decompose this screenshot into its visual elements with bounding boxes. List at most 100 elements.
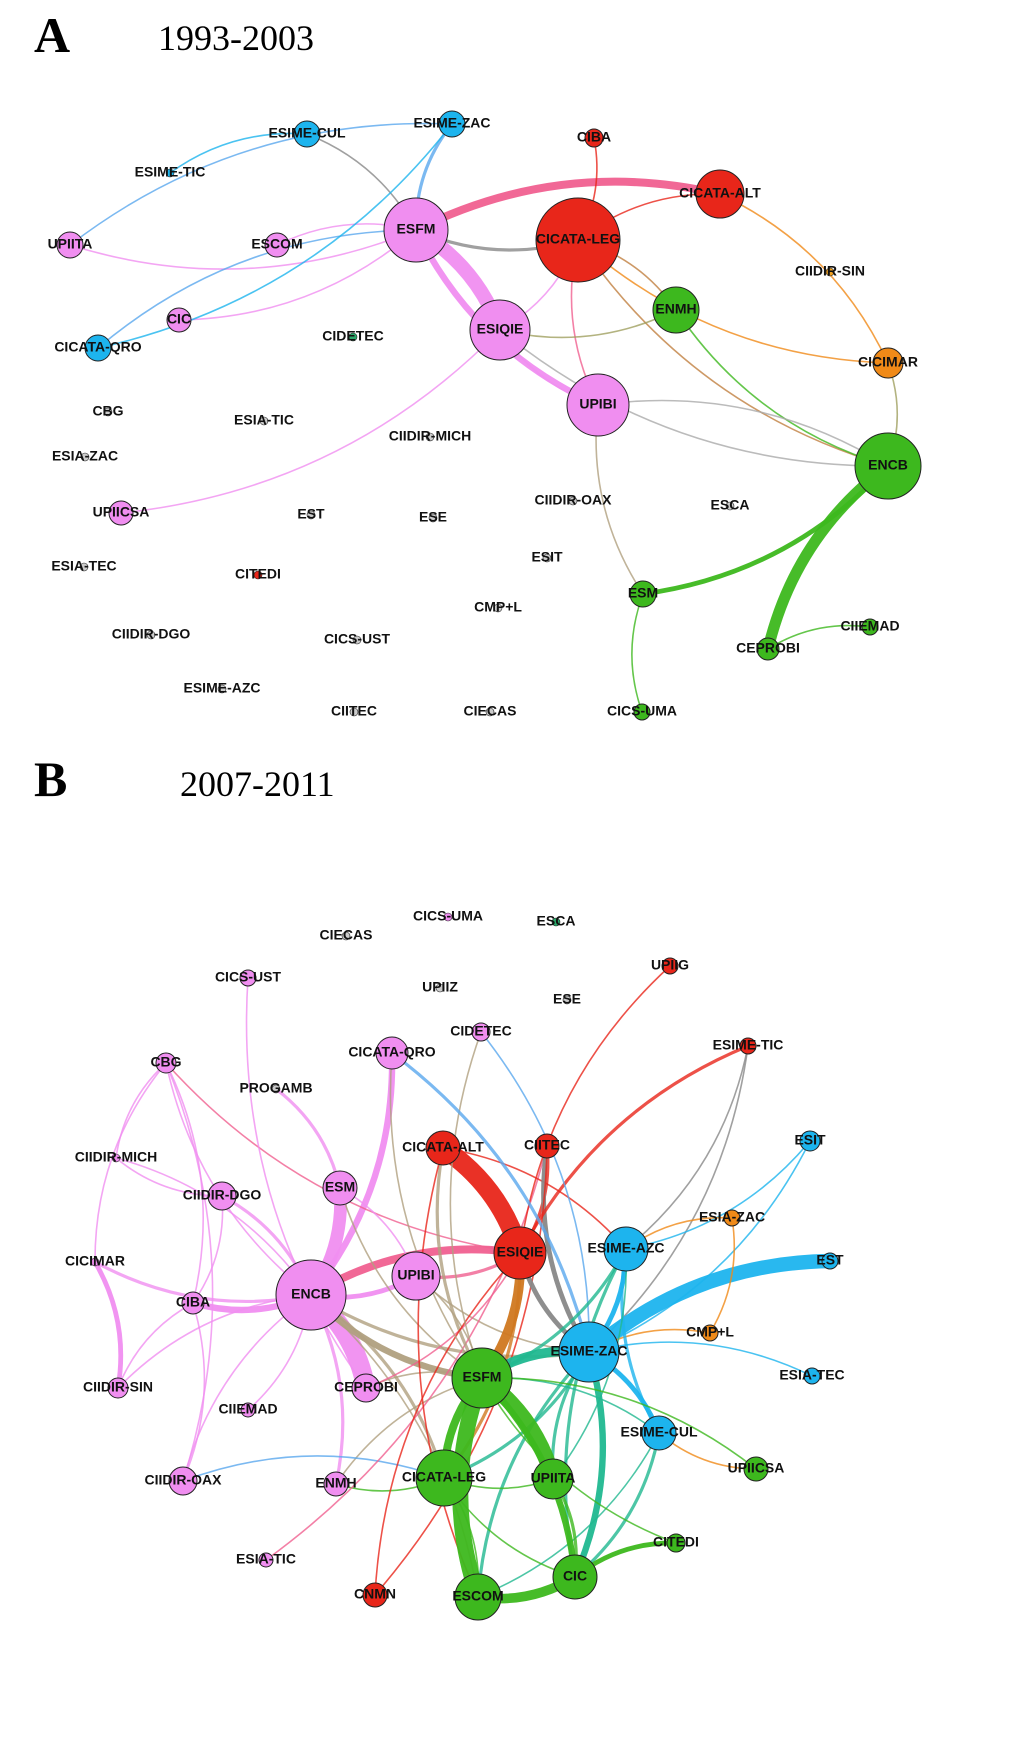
edge-esia-zac-cmppl bbox=[709, 1217, 736, 1334]
node-circle bbox=[383, 197, 449, 263]
node-label: CIBA bbox=[176, 1294, 210, 1310]
node-circle bbox=[362, 1582, 388, 1608]
node-label: CICATA-LEG bbox=[402, 1469, 486, 1485]
edge-esime-azc-esime-cul bbox=[620, 1247, 661, 1435]
node-circle bbox=[239, 969, 257, 987]
node-label: CIIDIR-DGO bbox=[112, 626, 191, 642]
node-label: CEPROBI bbox=[736, 640, 800, 656]
node-circle bbox=[217, 684, 227, 694]
node-esca: ESCA bbox=[537, 913, 576, 929]
node-cbg: CBG bbox=[150, 1052, 182, 1074]
node-circle bbox=[652, 286, 700, 334]
node-label: EST bbox=[297, 506, 325, 522]
node-circle bbox=[551, 917, 561, 927]
edge-esime-zac-escom bbox=[476, 1350, 591, 1599]
node-ciiemad: CIIEMAD bbox=[840, 618, 900, 636]
node-label: ESIME-AZC bbox=[184, 680, 261, 696]
node-label: ESIME-CUL bbox=[621, 1424, 698, 1440]
node-circle bbox=[584, 128, 604, 148]
node-cicata-alt: CICATA-ALT bbox=[402, 1130, 484, 1166]
node-label: ESIA-TEC bbox=[779, 1367, 844, 1383]
node-label: CIIDIR-MICH bbox=[75, 1149, 157, 1165]
node-esit: ESIT bbox=[531, 549, 563, 565]
node-esime-tic: ESIME-TIC bbox=[135, 164, 206, 180]
node-label: ESM bbox=[628, 585, 658, 601]
node-label: UPIBI bbox=[397, 1267, 434, 1283]
node-esime-tic: ESIME-TIC bbox=[713, 1037, 783, 1055]
panel-a: A 1993-2003 ESIME-CULESIME-ZACCIBAESIME-… bbox=[34, 7, 922, 721]
node-esime-azc: ESIME-AZC bbox=[588, 1226, 665, 1272]
node-label: CICATA-LEG bbox=[536, 231, 620, 247]
node-label: ESE bbox=[553, 991, 581, 1007]
edge-ciidir-oax-cicata-leg bbox=[182, 1455, 445, 1482]
node-ese: ESE bbox=[419, 509, 447, 525]
edge-esiqie-cnmn bbox=[374, 1252, 521, 1596]
panel-b-period: 2007-2011 bbox=[180, 764, 335, 804]
node-label: ENCB bbox=[868, 457, 908, 473]
node-circle bbox=[435, 983, 445, 993]
node-label: UPIICSA bbox=[728, 1460, 785, 1476]
node-circle bbox=[181, 1291, 205, 1315]
node-label: CBG bbox=[150, 1054, 181, 1070]
node-circle bbox=[375, 1036, 409, 1070]
node-circle bbox=[207, 1181, 237, 1211]
node-upiiz: UPIIZ bbox=[422, 979, 458, 995]
node-cmppl: CMP+L bbox=[474, 599, 522, 615]
node-label: CIITEC bbox=[331, 703, 377, 719]
edge-esime-zac-upiita bbox=[69, 122, 453, 246]
node-circle bbox=[240, 1402, 256, 1418]
node-label: EST bbox=[816, 1252, 844, 1268]
edge-esfm-cic bbox=[178, 229, 417, 321]
node-label: ESCOM bbox=[452, 1588, 503, 1604]
node-circle bbox=[799, 1130, 821, 1152]
node-enmh: ENMH bbox=[315, 1471, 357, 1497]
node-label: ESIQIE bbox=[497, 1244, 544, 1260]
node-circle bbox=[103, 407, 113, 417]
node-label: CIIDIR-DGO bbox=[183, 1187, 262, 1203]
node-circle bbox=[566, 373, 630, 437]
node-circle bbox=[322, 1170, 358, 1206]
panel-b-nodes: CICS-UMA ESCA CIECAS UPIIG CICS-UST UPIIZ ESE C… bbox=[65, 908, 845, 1621]
node-label: CIC bbox=[563, 1568, 587, 1584]
node-label: CMP+L bbox=[474, 599, 522, 615]
node-circle bbox=[723, 1209, 741, 1227]
node-esfm: ESFM bbox=[451, 1347, 513, 1409]
node-label: CITEDI bbox=[653, 1534, 699, 1550]
node-ciitec: CIITEC bbox=[524, 1133, 570, 1159]
node-circle bbox=[535, 197, 621, 283]
node-esime-zac: ESIME-ZAC bbox=[551, 1321, 628, 1383]
node-label: ENMH bbox=[655, 301, 696, 317]
panel-b-letter: B bbox=[34, 751, 67, 807]
node-cicata-leg: CICATA-LEG bbox=[402, 1449, 486, 1507]
node-circle bbox=[352, 635, 362, 645]
node-esiqie: ESIQIE bbox=[493, 1226, 547, 1280]
node-circle bbox=[666, 1533, 686, 1553]
node-cicata-qro: CICATA-QRO bbox=[54, 334, 142, 362]
node-ciidir-oax: CIIDIR-OAX bbox=[535, 492, 613, 508]
node-ciba: CIBA bbox=[176, 1291, 210, 1315]
node-circle bbox=[80, 452, 90, 462]
node-label: CICIMAR bbox=[858, 354, 918, 370]
node-circle bbox=[146, 630, 156, 640]
node-esfm: ESFM bbox=[383, 197, 449, 263]
node-ciidir-mich: CIIDIR-MICH bbox=[75, 1149, 157, 1165]
edge-esime-zac-cicata-qro bbox=[97, 123, 453, 349]
node-circle bbox=[323, 1471, 349, 1497]
node-circle bbox=[79, 562, 89, 572]
edge-encb-cbg bbox=[165, 1062, 312, 1296]
edge-ceprobi-ciiemad bbox=[767, 624, 871, 650]
node-circle bbox=[84, 334, 112, 362]
node-circle bbox=[293, 120, 321, 148]
node-circle bbox=[425, 432, 435, 442]
node-circle bbox=[756, 637, 780, 661]
node-circle bbox=[451, 1347, 513, 1409]
node-circle bbox=[861, 618, 879, 636]
edge-enmh-encb bbox=[675, 309, 889, 467]
edge-esime-zac-est bbox=[581, 1253, 838, 1360]
node-circle bbox=[542, 553, 552, 563]
edge-upibi-encb bbox=[597, 399, 889, 467]
node-label: ESM bbox=[325, 1179, 355, 1195]
panel-a-letter: A bbox=[34, 7, 70, 63]
node-est: EST bbox=[816, 1252, 844, 1270]
